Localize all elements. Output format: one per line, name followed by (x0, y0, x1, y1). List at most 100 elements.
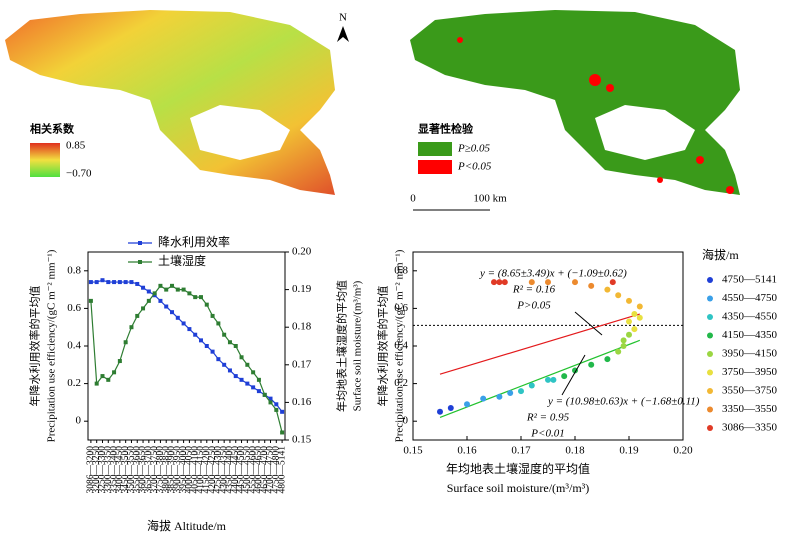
point (447, 405, 454, 412)
y-tick-label: 0.8 (67, 264, 81, 276)
x-tick-label: 4200—4250 (208, 446, 218, 494)
point (588, 361, 595, 368)
point (222, 332, 227, 337)
y-tick-label: 0.2 (394, 377, 408, 389)
y2-tick-label: 0.16 (292, 396, 312, 408)
significant-patches (457, 37, 734, 194)
x-tick-label: 4600—4650 (254, 446, 264, 494)
x-tick-label: 4350—4400 (225, 446, 235, 494)
point (528, 279, 535, 286)
point (496, 393, 503, 400)
x-tick-label: 4750—4800 (271, 446, 281, 494)
x-tick-label: 3900—3950 (173, 446, 183, 494)
y-axis-label: Precipitation use efficiency/(gC m⁻² mm⁻… (394, 249, 406, 442)
lake (595, 105, 695, 160)
colorbar-max: 0.85 (66, 140, 86, 152)
legend-label: 降水利用效率 (158, 234, 230, 249)
point (164, 287, 169, 292)
y-tick-label: 0 (76, 415, 82, 427)
legend-marker (707, 369, 713, 376)
point (615, 292, 622, 299)
point (175, 315, 180, 320)
legend-marker (707, 277, 713, 283)
point (94, 280, 99, 285)
x-tick-label: 3950—4000 (179, 446, 189, 494)
legend-swatch (418, 160, 452, 174)
point (572, 279, 578, 286)
x-tick-label: 3086—3200 (86, 446, 96, 494)
point (620, 343, 627, 349)
x-tick-label: 4150—4200 (202, 446, 212, 494)
annotation: P<0.01 (530, 428, 564, 440)
point (280, 409, 285, 414)
legend-swatch (418, 142, 452, 156)
point (94, 381, 99, 386)
x-tick-label: 3850—3900 (167, 446, 177, 494)
x-tick-label: 3450—3500 (121, 446, 131, 494)
point (158, 298, 163, 303)
point (88, 298, 93, 303)
point (528, 382, 535, 389)
legend-title: 显著性检验 (418, 122, 474, 136)
point (588, 282, 595, 289)
north-label: N (339, 12, 347, 24)
point (181, 321, 186, 326)
legend-marker (707, 351, 713, 357)
point (106, 377, 111, 382)
x-tick-label: 3600—3650 (138, 446, 148, 494)
point (198, 295, 203, 300)
y-tick-label: 0.6 (394, 302, 408, 314)
scale-end: 100 km (473, 193, 507, 205)
point (274, 402, 279, 407)
point (100, 278, 105, 283)
series-line (90, 285, 283, 433)
legend-marker (138, 260, 142, 264)
legend-label: 4550—4750 (722, 292, 778, 304)
plot-frame (87, 251, 286, 441)
x-tick-label: 0.17 (511, 445, 531, 457)
point (135, 281, 140, 286)
x-tick-label: 3800—3850 (161, 446, 171, 494)
point (233, 344, 238, 348)
point (204, 344, 209, 348)
point (550, 376, 557, 383)
point (100, 374, 105, 379)
point (496, 279, 503, 286)
x-tick-label: 4000—4050 (185, 446, 195, 494)
x-tick-label: 3350—3400 (109, 446, 119, 494)
point (152, 291, 157, 296)
point (123, 340, 128, 345)
y-tick-label: 0 (403, 415, 409, 427)
x-tick-label: 4800—5141 (277, 446, 287, 494)
point (112, 370, 117, 375)
point (620, 337, 627, 344)
legend-label: P<0.05 (457, 161, 492, 173)
point (210, 349, 215, 354)
point (464, 401, 470, 408)
x-tick-label: 0.20 (673, 445, 693, 457)
point (117, 359, 122, 364)
legend-label: 3086—3350 (722, 422, 778, 434)
point (158, 283, 163, 288)
point (245, 381, 250, 386)
y-tick-label: 0.4 (394, 340, 408, 352)
point (256, 389, 261, 394)
x-tick-label: 0.16 (457, 445, 477, 457)
point (245, 362, 250, 367)
y-axis-label: 年降水利用效率的平均值 (28, 286, 42, 407)
point (175, 287, 180, 292)
point (239, 377, 244, 382)
y2-tick-label: 0.15 (292, 434, 312, 446)
point (187, 327, 192, 332)
legend-marker (707, 314, 713, 320)
point (609, 279, 616, 286)
point (198, 338, 203, 343)
point (256, 377, 261, 382)
point (164, 304, 169, 309)
point (636, 314, 643, 321)
annotation: R² = 0.95 (526, 412, 570, 424)
y2-tick-label: 0.18 (292, 321, 312, 333)
fit-line (439, 313, 640, 375)
y-tick-label: 0.6 (67, 302, 81, 314)
point (491, 279, 497, 286)
